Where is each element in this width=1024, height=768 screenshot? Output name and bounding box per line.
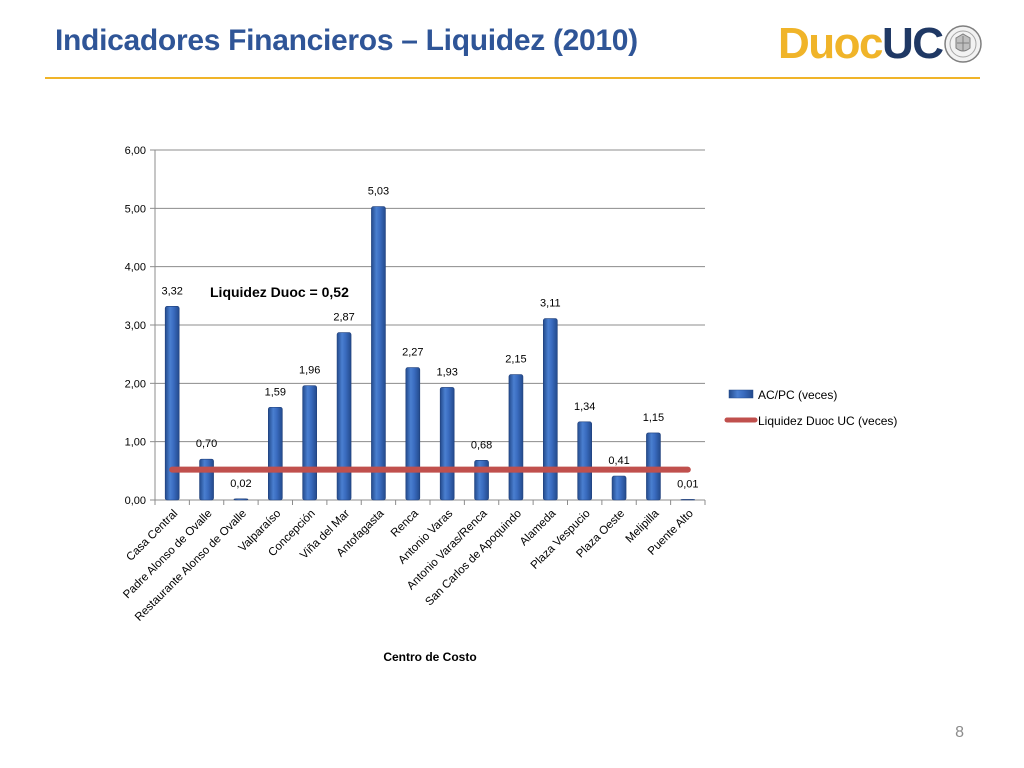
y-tick-label: 6,00 [125,145,146,157]
title-underline [45,77,980,79]
data-label: 1,15 [643,412,664,424]
data-label: 5,03 [368,186,389,198]
x-tick-label: Plaza Vespucio [529,508,593,572]
legend-swatch-bar [728,389,754,399]
x-axis-title: Centro de Costo [383,650,476,664]
data-label: 0,41 [608,455,629,467]
data-label: 1,93 [436,366,457,378]
bar [302,385,317,501]
bar [680,499,696,501]
bar [508,374,524,501]
bar [199,458,214,501]
x-tick-label: Renca [389,507,421,539]
data-labels: 3,32 0,70 0,02 1,59 1,96 2,87 5,03 2,27 1,93 0,68… [161,186,698,491]
legend-label-line: Liquidez Duoc UC (veces) [758,414,897,428]
bar [405,367,421,501]
data-label: 1,59 [265,386,286,398]
data-label: 0,68 [471,439,492,451]
duoc-uc-logo: DuocUC [778,18,983,70]
bar [164,306,180,501]
y-tick-label: 3,00 [125,320,146,332]
y-tick-label: 1,00 [125,437,146,449]
data-label: 0,02 [230,478,251,490]
data-label: 2,15 [505,354,526,366]
bar [371,206,386,501]
data-label: 0,70 [196,438,217,450]
bar [268,406,283,501]
bar [543,318,558,501]
y-tick-label: 4,00 [125,262,146,274]
data-label: 2,87 [333,312,354,324]
page-number: 8 [955,724,964,741]
bar [646,432,661,501]
bar [474,460,489,501]
liquidity-annotation: Liquidez Duoc = 0,52 [210,284,349,300]
bar [611,475,627,501]
gridlines [155,149,705,443]
data-label: 2,27 [402,347,423,359]
data-label: 0,01 [677,478,698,490]
data-label: 1,96 [299,365,320,377]
bar [577,421,592,501]
bar [439,387,455,501]
y-tick-label: 0,00 [125,495,146,507]
data-label: 1,34 [574,401,595,413]
logo-wordmark: DuocUC [778,19,944,68]
university-seal-icon [944,25,982,63]
data-label: 3,11 [540,298,561,310]
slide-title: Indicadores Financieros – Liquidez (2010… [55,24,638,57]
legend: AC/PC (veces) Liquidez Duoc UC (veces) [724,388,897,428]
legend-label-bar: AC/PC (veces) [758,388,837,402]
bar [336,332,352,501]
y-tick-label: 5,00 [125,203,146,215]
bar [233,498,249,501]
data-label: 3,32 [161,285,182,297]
y-tick-label: 2,00 [125,378,146,390]
